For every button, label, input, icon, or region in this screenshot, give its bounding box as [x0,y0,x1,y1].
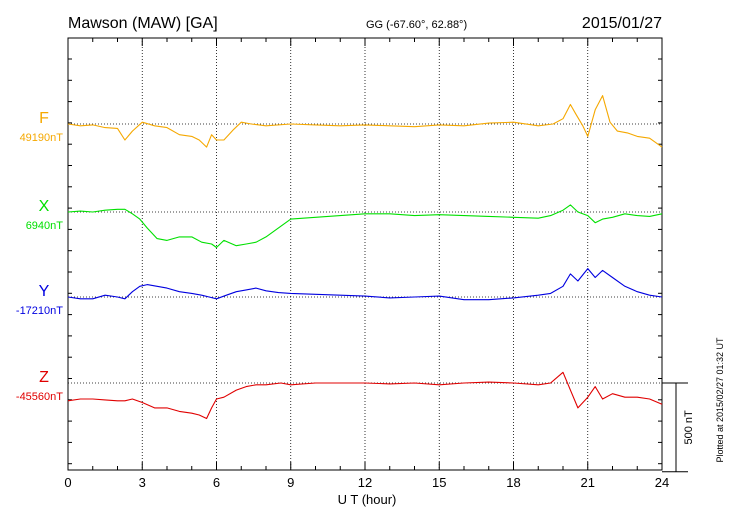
series-name-Y: Y [39,283,50,300]
series-name-X: X [39,198,50,215]
series-baseline-label-Z: -45560nT [16,391,63,403]
chart-series-group [67,95,663,420]
x-tick-label-24: 24 [655,475,669,490]
chart-frame [67,37,688,473]
x-tick-label-15: 15 [432,475,446,490]
series-line-Y [67,268,663,301]
x-tick-label-3: 3 [139,475,146,490]
chart-labels: 0 3 6 9 12 15 18 21 24 F 49190nT X 6940nT Y -17210nT Z -… [16,110,695,490]
x-tick-label-21: 21 [581,475,595,490]
series-name-F: F [39,110,49,127]
x-tick-label-6: 6 [213,475,220,490]
series-baseline-label-Y: -17210nT [16,305,63,317]
series-line-X [67,204,663,249]
series-line-F [67,95,663,148]
x-tick-label-0: 0 [64,475,71,490]
x-tick-label-12: 12 [358,475,372,490]
station-title: Mawson (MAW) [GA] [68,15,218,32]
x-axis-label: U T (hour) [338,492,397,507]
station-coords: GG (-67.60°, 62.88°) [366,19,467,31]
series-name-Z: Z [39,369,49,386]
series-baseline-label-X: 6940nT [26,220,64,232]
x-tick-label-9: 9 [287,475,294,490]
plotted-timestamp: Plotted at 2015/02/27 01:32 UT [715,337,725,463]
chart-grid [68,38,662,470]
x-tick-label-18: 18 [506,475,520,490]
scale-bar-label: 500 nT [683,410,695,445]
chart-date: 2015/01/27 [582,15,662,32]
series-baseline-label-F: 49190nT [20,132,64,144]
series-line-Z [67,371,663,420]
